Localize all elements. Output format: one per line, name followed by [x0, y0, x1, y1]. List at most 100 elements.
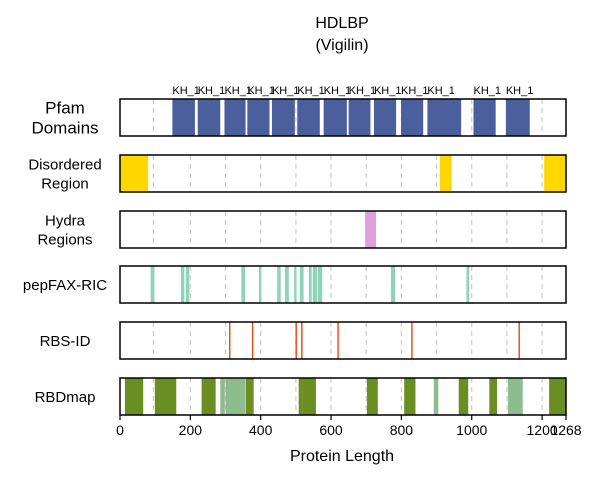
- track-segment: [365, 211, 377, 248]
- track-segment: [348, 99, 371, 136]
- x-tick-label: 1000: [456, 422, 487, 438]
- track-label-line: Regions: [37, 231, 92, 248]
- segment-label: KH_1: [224, 85, 252, 97]
- track-segment: [312, 266, 317, 303]
- track-segment: [298, 378, 303, 415]
- x-tick-label: 800: [390, 422, 414, 438]
- track-segment: [229, 322, 231, 359]
- track-segment: [150, 266, 155, 303]
- track-segment: [473, 99, 496, 136]
- track-4: RBS-ID: [40, 321, 567, 360]
- segment-label: KH_1: [324, 85, 352, 97]
- track-background: [120, 322, 566, 359]
- track-segment: [299, 266, 304, 303]
- track-segment: [302, 378, 316, 415]
- track-segment: [317, 266, 323, 303]
- track-segment: [505, 99, 530, 136]
- segment-label: KH_1: [272, 85, 300, 97]
- x-axis-label: Protein Length: [290, 448, 394, 465]
- track-segment: [245, 378, 254, 415]
- track-segment: [201, 378, 216, 415]
- x-tick-label: 200: [179, 422, 203, 438]
- track-label-line: pepFAX-RIC: [23, 277, 107, 294]
- track-label-line: Hydra: [45, 212, 86, 229]
- track-label-line: Pfam: [45, 98, 85, 117]
- track-segment: [549, 378, 566, 415]
- track-segment: [224, 99, 246, 136]
- track-segment: [277, 266, 281, 303]
- track-5: RBDmap: [35, 377, 567, 416]
- segment-label: KH_1: [247, 85, 275, 97]
- track-segment: [185, 266, 190, 303]
- segment-label: KH_1: [198, 85, 226, 97]
- track-segment: [172, 99, 195, 136]
- track-label-line: Disordered: [28, 156, 101, 173]
- track-segment: [251, 322, 254, 359]
- track-segment: [124, 378, 144, 415]
- track-segment: [301, 322, 303, 359]
- track-segment: [439, 155, 452, 192]
- segment-label: KH_1: [401, 85, 429, 97]
- track-segment: [197, 99, 221, 136]
- track-segment: [466, 266, 470, 303]
- track-segment: [404, 378, 416, 415]
- track-segment: [433, 378, 439, 415]
- track-segment: [390, 266, 396, 303]
- segment-label: KH_1: [297, 85, 325, 97]
- track-0: KH_1KH_1 KH_1KH_1KH_1KH_1KH_1KH_1KH_1 KH_1…: [31, 85, 567, 137]
- track-segment: [401, 99, 424, 136]
- x-tick-label: 1268: [550, 422, 581, 438]
- track-segment: [373, 99, 397, 136]
- tracks-layer: KH_1KH_1 KH_1KH_1KH_1KH_1KH_1KH_1KH_1 KH_1…: [23, 85, 567, 416]
- track-segment: [258, 266, 262, 303]
- track-border: [119, 377, 567, 416]
- chart-subtitle: (Vigilin): [315, 37, 368, 54]
- track-segment: [294, 266, 297, 303]
- x-tick-label: 400: [249, 422, 273, 438]
- track-3: pepFAX-RIC: [23, 265, 567, 304]
- track-background: [120, 266, 566, 303]
- track-border: [119, 265, 567, 304]
- chart-title: HDLBP: [315, 15, 368, 32]
- track-label-line: Domains: [31, 118, 98, 137]
- x-tick-label: 600: [319, 422, 343, 438]
- track-label: Disordered Region: [28, 156, 101, 192]
- track-segment: [271, 99, 295, 136]
- track-segment: [225, 378, 246, 415]
- x-tick-label: 1200: [527, 422, 558, 438]
- track-label: Pfam Domains: [31, 98, 98, 137]
- track-border: [119, 98, 567, 137]
- track-label-line: Region: [41, 175, 89, 192]
- track-segment: [247, 99, 270, 136]
- track-segment: [295, 322, 297, 359]
- track-segment: [120, 155, 149, 192]
- track-segment: [366, 378, 378, 415]
- track-segment: [337, 322, 339, 359]
- track-label-line: RBS-ID: [40, 333, 91, 350]
- track-segment: [544, 155, 566, 192]
- track-border: [119, 210, 567, 249]
- track-label: Hydra Regions: [37, 212, 92, 248]
- track-segment: [427, 99, 462, 136]
- track-segment: [518, 322, 520, 359]
- track-segment: [323, 99, 347, 136]
- track-1: Disordered Region: [28, 154, 567, 193]
- track-segment: [297, 99, 320, 136]
- track-segment: [284, 266, 289, 303]
- segment-label: KH_1: [427, 85, 455, 97]
- track-segment: [241, 266, 246, 303]
- track-segment: [220, 378, 225, 415]
- track-segment: [507, 378, 523, 415]
- track-2: Hydra Regions: [37, 210, 567, 249]
- track-border: [119, 154, 567, 193]
- track-segment: [411, 322, 413, 359]
- segment-label: KH_1: [172, 85, 200, 97]
- track-label: RBDmap: [35, 389, 96, 406]
- track-segment: [308, 266, 312, 303]
- track-segment: [180, 266, 185, 303]
- segment-label: KH_1: [374, 85, 402, 97]
- track-background: [120, 155, 566, 192]
